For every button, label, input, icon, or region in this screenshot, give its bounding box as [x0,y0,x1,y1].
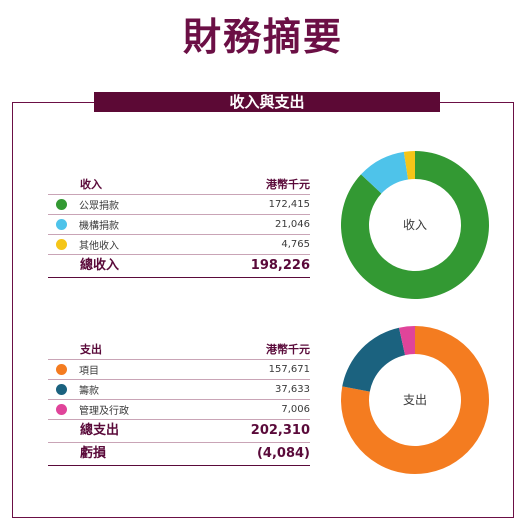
expense-row-label: 項目 [79,366,99,377]
expense-donut-slice-1 [341,326,489,474]
income-table-header: 收入 港幣千元 [48,176,310,195]
income-row-label: 公眾捐款 [79,201,119,212]
expense-row: 項目 157,671 [48,360,310,380]
expense-row-label: 籌款 [79,386,99,397]
section-banner: 收入與支出 [94,92,440,112]
expense-donut-slice-2 [342,327,406,392]
expense-row-value: 37,633 [275,384,310,395]
income-heading: 收入 [80,178,102,191]
legend-dot-icon [56,404,67,415]
expense-donut-label: 支出 [403,393,427,407]
expense-table: 支出 港幣千元 項目 157,671 籌款 37,633 管理及行政 7,006… [48,341,310,466]
income-total-row: 總收入 198,226 [48,255,310,278]
expense-heading: 支出 [80,343,102,356]
legend-dot-icon [56,364,67,375]
income-row-value: 172,415 [268,199,310,210]
legend-dot-icon [56,384,67,395]
expense-row-value: 7,006 [281,404,310,415]
expense-row: 籌款 37,633 [48,380,310,400]
expense-donut-slice-3 [399,326,415,356]
expense-row-label: 管理及行政 [79,406,129,417]
expense-total-row: 總支出 202,310 [48,420,310,443]
income-donut-slice-3 [403,151,415,180]
deficit-label: 虧損 [80,446,107,461]
income-donut-label: 收入 [403,218,427,232]
expense-row: 管理及行政 7,006 [48,400,310,420]
expense-total-value: 202,310 [250,423,310,438]
page-title: 財務摘要 [182,15,343,59]
income-donut-chart: 收入 [341,151,489,299]
expense-row-value: 157,671 [268,364,310,375]
legend-dot-icon [56,219,67,230]
income-donut-slice-1 [341,151,489,299]
income-row-label: 機構捐款 [79,221,119,232]
deficit-value: (4,084) [256,446,310,461]
income-row-value: 4,765 [281,239,310,250]
income-unit: 港幣千元 [266,178,310,191]
income-row-value: 21,046 [275,219,310,230]
deficit-row: 虧損 (4,084) [48,443,310,466]
income-row-label: 其他收入 [79,241,119,252]
expense-table-header: 支出 港幣千元 [48,341,310,360]
income-total-label: 總收入 [80,258,120,273]
legend-dot-icon [56,239,67,250]
income-row: 其他收入 4,765 [48,235,310,255]
income-row: 公眾捐款 172,415 [48,195,310,215]
income-row: 機構捐款 21,046 [48,215,310,235]
legend-dot-icon [56,199,67,210]
income-table: 收入 港幣千元 公眾捐款 172,415 機構捐款 21,046 其他收入 4,… [48,176,310,278]
expense-total-label: 總支出 [80,423,120,438]
expense-donut-chart: 支出 [341,326,489,474]
income-donut-slice-2 [360,151,409,194]
income-total-value: 198,226 [250,258,310,273]
expense-unit: 港幣千元 [266,343,310,356]
